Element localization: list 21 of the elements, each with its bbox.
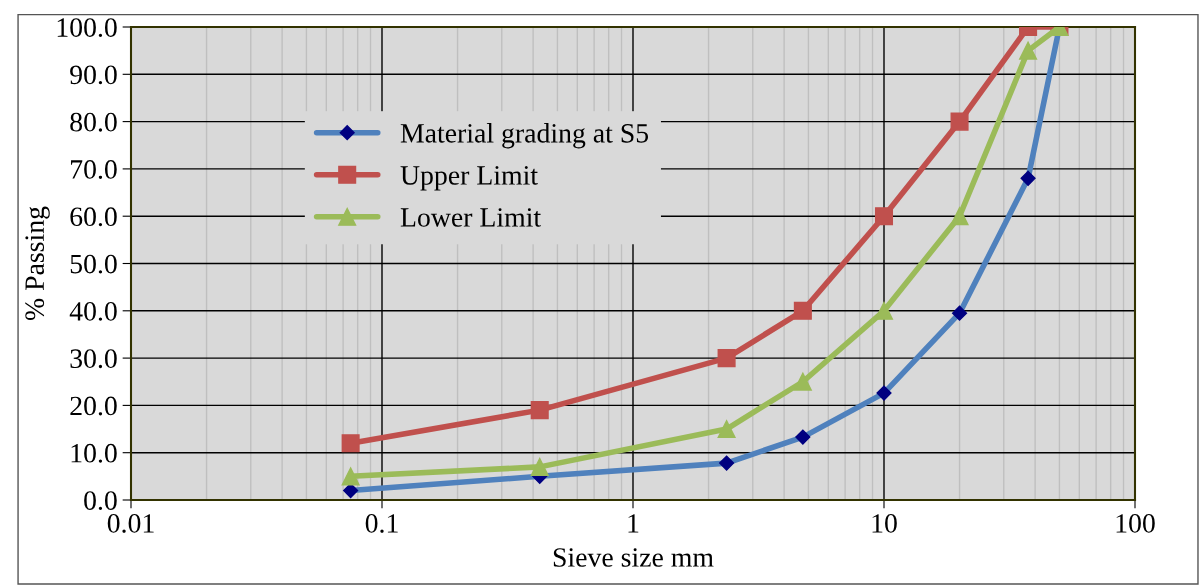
x-tick-label: 10 (872, 514, 897, 533)
legend-label: Material grading at S5 (400, 123, 649, 149)
legend-label: Upper Limit (400, 166, 538, 191)
y-axis-title: % Passing (25, 206, 50, 321)
y-tick-label: 100.0 (57, 18, 117, 38)
y-tick-label: 50.0 (70, 254, 117, 274)
y-tick-label: 30.0 (70, 349, 117, 369)
x-axis-title: Sieve size mm (553, 548, 714, 567)
y-tick-label: 20.0 (70, 396, 117, 416)
y-tick-label: 60.0 (70, 207, 117, 227)
y-tick-label: 90.0 (70, 65, 117, 85)
x-tick-label: 100 (1116, 514, 1155, 533)
x-tick-label: 0.1 (365, 514, 398, 533)
y-tick-label: 80.0 (70, 112, 117, 132)
y-tick-label: 10.0 (71, 443, 117, 463)
y-tick-label: 70.0 (71, 160, 117, 179)
y-tick-label: 0.0 (84, 491, 117, 511)
x-tick-label: 0.01 (107, 514, 154, 533)
legend-label: Lower Limit (400, 208, 541, 227)
y-tick-label: 40.0 (69, 301, 117, 321)
x-tick-label: 1 (628, 514, 639, 533)
